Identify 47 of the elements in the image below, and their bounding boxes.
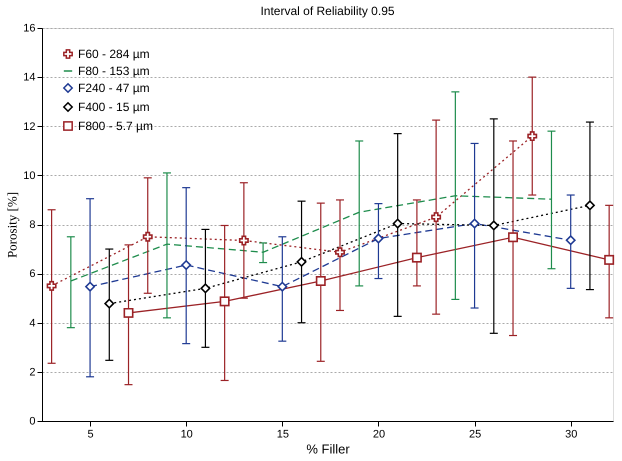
x-tick-label: 20	[372, 428, 386, 440]
x-tick-label: 5	[88, 428, 94, 440]
x-tick-label: 25	[468, 428, 482, 440]
point	[373, 234, 384, 244]
y-tick-label: 12	[23, 120, 36, 133]
point	[508, 232, 518, 242]
point	[220, 296, 230, 306]
y-tick-label: 8	[29, 219, 36, 231]
point	[277, 282, 288, 292]
y-tick-label: 4	[29, 317, 36, 330]
point	[124, 308, 134, 318]
x-tick-label: 30	[565, 428, 578, 440]
y-tick-label: 2	[29, 366, 36, 378]
point	[527, 131, 538, 142]
point	[412, 252, 422, 263]
y-tick-label: 6	[29, 268, 36, 280]
point	[238, 235, 249, 246]
point	[584, 200, 595, 210]
chart-title: Interval of Reliability 0.95	[260, 4, 395, 18]
y-tick-label: 0	[29, 416, 36, 428]
point	[470, 218, 480, 228]
point	[316, 276, 326, 286]
point	[392, 218, 403, 228]
y-tick-label: 14	[23, 72, 36, 84]
legend-label: F60 - 284 µm	[78, 47, 150, 61]
y-axis-title: Porosity [%]	[4, 192, 20, 258]
legend-label: F240 - 47 µm	[78, 81, 150, 95]
y-tick-label: 10	[23, 170, 36, 182]
point	[85, 282, 96, 292]
point	[142, 232, 153, 242]
x-tick-label: 10	[180, 428, 193, 440]
legend-label: F400 - 15 µm	[78, 100, 150, 114]
point	[488, 220, 499, 230]
point	[431, 212, 442, 222]
point	[104, 298, 114, 309]
y-tick-label: 16	[23, 22, 36, 34]
x-tick-label: 15	[276, 428, 289, 440]
point	[604, 254, 614, 265]
point	[335, 247, 345, 258]
point	[181, 260, 192, 270]
point	[200, 283, 210, 294]
point	[566, 235, 576, 246]
point	[46, 280, 57, 291]
legend-label: F80 - 153 µm	[78, 64, 150, 78]
legend-label: F800 - 5.7 µm	[78, 119, 153, 133]
x-axis-title: % Filler	[306, 442, 350, 456]
point	[296, 256, 307, 267]
